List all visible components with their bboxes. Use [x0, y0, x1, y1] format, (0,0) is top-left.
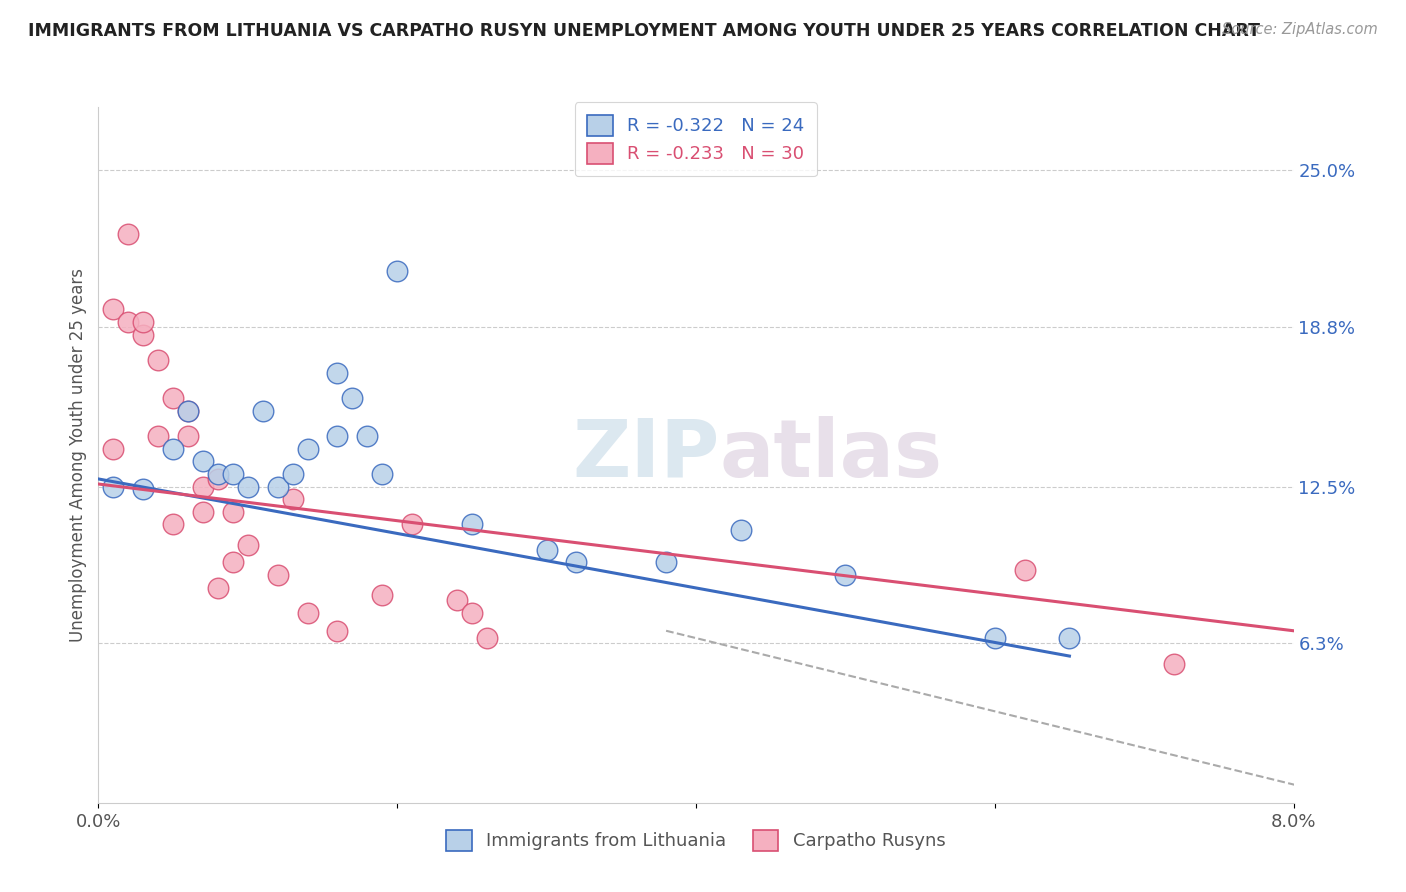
Point: [117, 315, 139, 329]
Point: [177, 403, 200, 417]
Point: [385, 264, 409, 278]
Point: [132, 482, 155, 496]
Point: [132, 327, 155, 342]
Point: [461, 606, 484, 620]
Text: IMMIGRANTS FROM LITHUANIA VS CARPATHO RUSYN UNEMPLOYMENT AMONG YOUTH UNDER 25 YE: IMMIGRANTS FROM LITHUANIA VS CARPATHO RU…: [28, 22, 1260, 40]
Point: [297, 606, 319, 620]
Point: [730, 523, 752, 537]
Point: [191, 479, 214, 493]
Text: ZIP: ZIP: [572, 416, 720, 494]
Text: atlas: atlas: [720, 416, 943, 494]
Point: [536, 542, 558, 557]
Point: [326, 624, 349, 638]
Point: [252, 403, 274, 417]
Point: [148, 429, 170, 443]
Point: [162, 442, 184, 456]
Point: [191, 454, 214, 468]
Point: [207, 472, 229, 486]
Point: [446, 593, 468, 607]
Point: [191, 505, 214, 519]
Point: [655, 556, 678, 570]
Point: [326, 429, 349, 443]
Point: [222, 556, 245, 570]
Point: [356, 429, 378, 443]
Point: [401, 517, 423, 532]
Point: [207, 467, 229, 481]
Point: [371, 467, 394, 481]
Point: [297, 442, 319, 456]
Point: [326, 366, 349, 380]
Point: [222, 505, 245, 519]
Point: [132, 315, 155, 329]
Point: [103, 442, 125, 456]
Point: [475, 632, 498, 646]
Point: [461, 517, 484, 532]
Point: [1163, 657, 1185, 671]
Point: [281, 467, 304, 481]
Point: [103, 479, 125, 493]
Point: [162, 391, 184, 405]
Point: [207, 581, 229, 595]
Point: [267, 568, 290, 582]
Point: [1059, 632, 1081, 646]
Point: [148, 353, 170, 368]
Point: [177, 429, 200, 443]
Y-axis label: Unemployment Among Youth under 25 years: Unemployment Among Youth under 25 years: [69, 268, 87, 642]
Point: [103, 302, 125, 317]
Point: [236, 538, 259, 552]
Point: [565, 556, 588, 570]
Point: [834, 568, 856, 582]
Point: [177, 403, 200, 417]
Point: [281, 492, 304, 507]
Point: [162, 517, 184, 532]
Point: [267, 479, 290, 493]
Point: [983, 632, 1005, 646]
Point: [371, 588, 394, 602]
Point: [222, 467, 245, 481]
Point: [117, 227, 139, 241]
Point: [1014, 563, 1036, 577]
Text: Source: ZipAtlas.com: Source: ZipAtlas.com: [1222, 22, 1378, 37]
Point: [236, 479, 259, 493]
Point: [342, 391, 364, 405]
Legend: Immigrants from Lithuania, Carpatho Rusyns: Immigrants from Lithuania, Carpatho Rusy…: [433, 817, 959, 863]
